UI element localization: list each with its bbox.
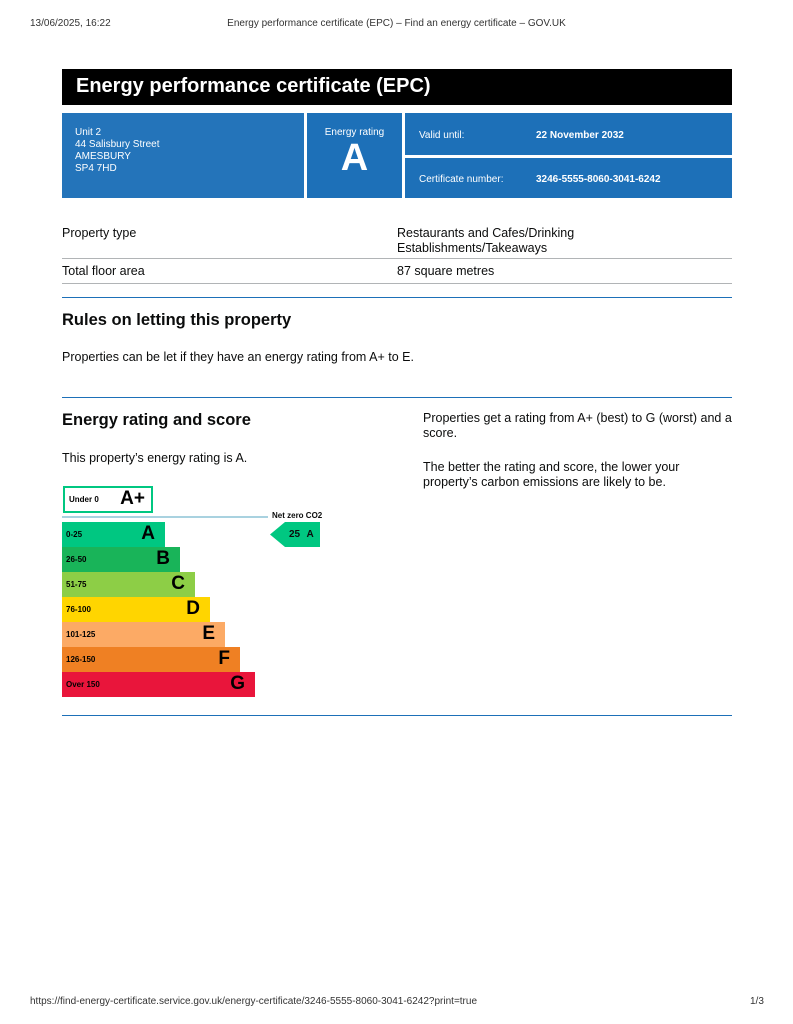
band-range: Under 0 xyxy=(69,495,99,504)
current-score: 25 xyxy=(289,529,301,540)
band-letter: E xyxy=(202,623,215,644)
letting-heading: Rules on letting this property xyxy=(62,311,292,329)
divider xyxy=(62,283,732,284)
band-range: 0-25 xyxy=(66,530,83,539)
energy-side-text-1: Properties get a rating from A+ (best) t… xyxy=(423,411,732,440)
band-range: 101-125 xyxy=(66,630,96,639)
address-block: Unit 2 44 Salisbury Street AMESBURY SP4 … xyxy=(62,113,304,198)
divider xyxy=(62,258,732,259)
address-line: 44 Salisbury Street xyxy=(75,139,160,150)
print-url: https://find-energy-certificate.service.… xyxy=(30,996,478,1007)
band-a: 0-25 A xyxy=(62,522,165,547)
section-divider xyxy=(62,715,732,716)
energy-side-text-2: The better the rating and score, the low… xyxy=(423,460,680,489)
valid-value: 22 November 2032 xyxy=(536,130,624,141)
band-letter: A+ xyxy=(120,488,145,509)
band-d: 76-100 D xyxy=(62,597,210,622)
net-zero-line xyxy=(62,516,268,518)
band-letter: G xyxy=(230,673,245,694)
print-date: 13/06/2025, 16:22 xyxy=(30,18,111,29)
rating-block: Energy rating A xyxy=(307,113,402,198)
band-e: 101-125 E xyxy=(62,622,225,647)
valid-label: Valid until: xyxy=(419,130,465,141)
letting-text: Properties can be let if they have an en… xyxy=(62,350,414,364)
net-zero-label: Net zero CO2 xyxy=(272,511,323,520)
band-range: 76-100 xyxy=(66,605,91,614)
energy-heading: Energy rating and score xyxy=(62,411,251,429)
section-divider xyxy=(62,297,732,298)
cert-label: Certificate number: xyxy=(419,174,504,185)
band-range: Over 150 xyxy=(66,680,100,689)
section-divider xyxy=(62,397,732,398)
band-letter: A xyxy=(141,523,155,544)
current-letter: A xyxy=(306,529,314,540)
rating-value: A xyxy=(340,137,369,179)
print-page-title: Energy performance certificate (EPC) – F… xyxy=(227,18,566,29)
rating-label: Energy rating xyxy=(324,127,385,138)
band-range: 126-150 xyxy=(66,655,96,664)
band-aplus: Under 0 A+ xyxy=(63,486,153,513)
band-b: 26-50 B xyxy=(62,547,180,572)
page-title: Energy performance certificate (EPC) xyxy=(62,69,732,105)
print-page-number: 1/3 xyxy=(750,996,764,1007)
property-type-label: Property type xyxy=(62,226,137,240)
band-letter: D xyxy=(186,598,200,619)
property-type-value: Restaurants and Cafes/Drinking Establish… xyxy=(397,226,575,255)
address-line: SP4 7HD xyxy=(75,163,117,174)
address-line: Unit 2 xyxy=(75,127,102,138)
band-f: 126-150 F xyxy=(62,647,240,672)
certificate-number-block: Certificate number: 3246-5555-8060-3041-… xyxy=(405,158,732,198)
band-letter: C xyxy=(171,573,185,594)
band-range: 26-50 xyxy=(66,555,87,564)
band-g: Over 150 G xyxy=(62,672,255,697)
valid-until-block: Valid until: 22 November 2032 xyxy=(405,113,732,155)
band-letter: B xyxy=(156,548,170,569)
floor-area-label: Total floor area xyxy=(62,264,145,278)
energy-text: This property’s energy rating is A. xyxy=(62,451,248,465)
address-line: AMESBURY xyxy=(75,151,131,162)
floor-area-value: 87 square metres xyxy=(397,264,495,278)
band-letter: F xyxy=(218,648,230,669)
band-c: 51-75 C xyxy=(62,572,195,597)
current-rating-arrow: 25 A xyxy=(270,522,320,547)
band-range: 51-75 xyxy=(66,580,87,589)
cert-value: 3246-5555-8060-3041-6242 xyxy=(536,174,661,185)
